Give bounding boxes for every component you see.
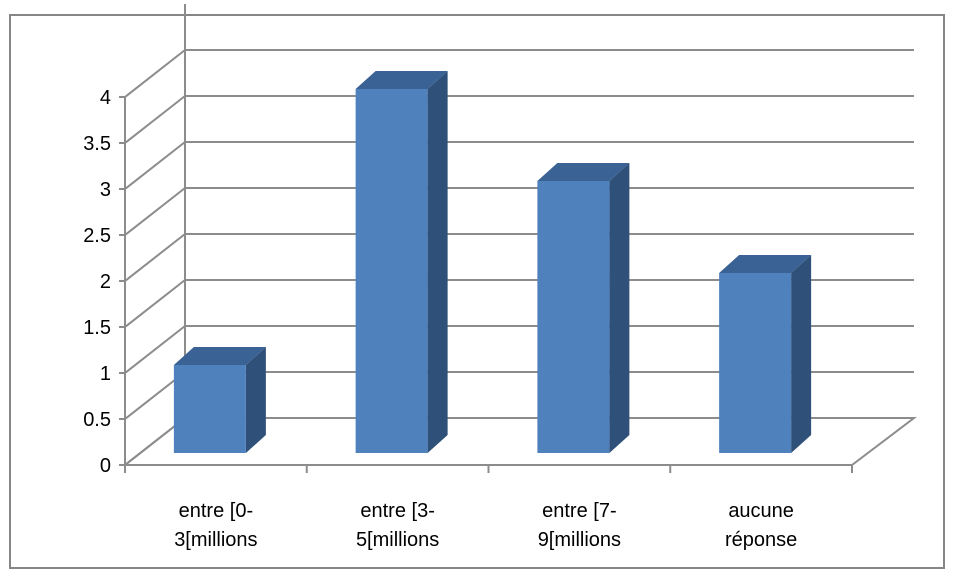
- gridline-side: [124, 325, 186, 374]
- x-category-label: 5[millions: [356, 529, 439, 551]
- bar-side: [427, 71, 448, 453]
- y-tick-label: 3.5: [83, 133, 111, 155]
- x-category-label: entre [3-: [360, 500, 434, 522]
- x-category-label: 9[millions: [538, 529, 621, 551]
- bar: [355, 89, 428, 453]
- bar-top: [537, 163, 630, 181]
- y-tick-label: 0.5: [83, 409, 111, 431]
- x-category-label: entre [7-: [542, 500, 616, 522]
- bar-top: [173, 347, 266, 365]
- x-category-label: aucune: [728, 500, 794, 522]
- gridline-side: [124, 141, 186, 190]
- y-tick-label: 3: [100, 179, 111, 201]
- bar-side: [791, 255, 812, 453]
- y-tick-label: 1.5: [83, 317, 111, 339]
- gridline-side: [124, 233, 186, 282]
- bar-side: [245, 347, 266, 453]
- gridline-side: [124, 95, 186, 144]
- gridline-side: [124, 187, 186, 236]
- bar-top: [719, 255, 812, 273]
- x-category-label: entre [0-: [179, 500, 253, 522]
- bar: [719, 273, 792, 453]
- y-tick-label: 4: [100, 87, 111, 109]
- y-tick-label: 2.5: [83, 225, 111, 247]
- x-category-label: réponse: [725, 529, 797, 551]
- gridline-side: [124, 279, 186, 328]
- y-tick-label: 1: [100, 363, 111, 385]
- gridline-side: [124, 49, 186, 98]
- bar-top: [355, 71, 448, 89]
- bar-side: [609, 163, 630, 453]
- y-tick-label: 0: [100, 455, 111, 477]
- x-category-label: 3[millions: [174, 529, 257, 551]
- bar: [537, 181, 610, 453]
- y-tick-label: 2: [100, 271, 111, 293]
- bar: [173, 365, 246, 453]
